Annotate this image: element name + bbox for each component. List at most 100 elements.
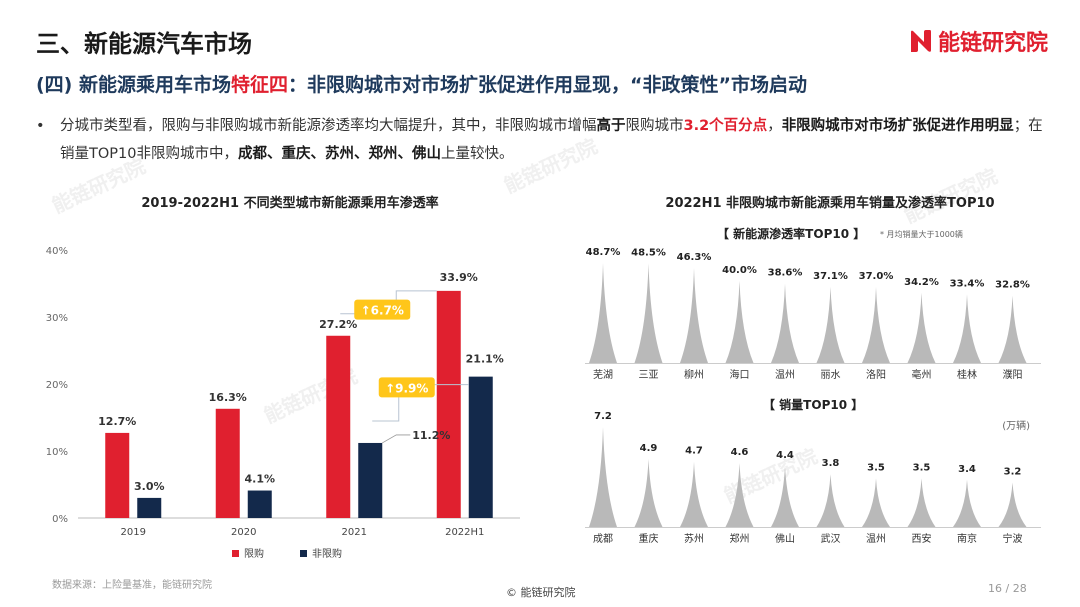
- legend-label: 限购: [244, 547, 264, 560]
- x-tick-label: 2021: [342, 527, 367, 538]
- spike-mark: [589, 263, 617, 363]
- panel-title: 【 销量TOP10 】: [763, 397, 863, 412]
- data-label: 4.4: [776, 450, 794, 461]
- data-label: 4.1%: [244, 473, 275, 486]
- y-tick-label: 30%: [46, 313, 68, 324]
- spike-mark: [998, 482, 1027, 527]
- panel-title: 【 新能源渗透率TOP10 】: [717, 226, 865, 241]
- spike-mark: [634, 263, 663, 363]
- data-label: 3.8: [822, 458, 840, 469]
- spike-mark: [680, 267, 708, 363]
- data-label: 3.5: [913, 462, 931, 473]
- bar-restricted: [215, 408, 240, 518]
- data-label: 4.9: [640, 443, 658, 454]
- city-label: 成都: [593, 533, 613, 545]
- legend-swatch: [300, 550, 307, 557]
- section-title: 三、新能源汽车市场: [36, 30, 252, 58]
- data-label: 12.7%: [98, 415, 136, 428]
- spike-mark: [907, 478, 936, 527]
- city-label: 佛山: [775, 532, 795, 545]
- unit-label: (万辆): [1002, 419, 1030, 432]
- logo-icon: [911, 30, 931, 52]
- data-label: 4.6: [731, 447, 749, 458]
- data-label: 37.1%: [813, 271, 848, 282]
- data-label: 11.2%: [412, 429, 450, 442]
- chart-title: 2019-2022H1 不同类型城市新能源乘用车渗透率: [141, 195, 438, 211]
- bar-unrestricted: [247, 490, 272, 518]
- bullet-text: 上量较快。: [440, 146, 514, 162]
- bar-unrestricted: [358, 442, 383, 518]
- data-label: 37.0%: [859, 271, 894, 282]
- data-label: 3.5: [867, 462, 885, 473]
- data-label: 48.7%: [586, 247, 621, 258]
- leader-line: [382, 434, 411, 444]
- city-label: 亳州: [912, 368, 932, 381]
- increase-badge: [354, 299, 411, 320]
- increase-badge-text: ↑6.7%: [361, 304, 404, 318]
- bullet-highlight: 3.2个百分点: [683, 118, 768, 134]
- data-label: 38.6%: [768, 268, 803, 279]
- bullet-bold: 非限购城市对市场扩张促进作用明显: [781, 118, 1014, 134]
- data-label: 7.2: [594, 411, 612, 422]
- data-label: 34.2%: [904, 277, 939, 288]
- bullet-paragraph: • 分城市类型看，限购与非限购城市新能源渗透率均大幅提升，其中，非限购城市增幅高…: [36, 112, 1056, 168]
- bullet-dot: •: [36, 118, 45, 134]
- chart-title: 2022H1 非限购城市新能源乘用车销量及渗透率TOP10: [665, 195, 994, 211]
- data-label: 21.1%: [466, 353, 504, 366]
- spike-mark: [953, 479, 981, 527]
- x-tick-label: 2020: [231, 527, 256, 538]
- data-label: 48.5%: [631, 247, 666, 258]
- spike-mark: [589, 427, 617, 527]
- city-label: 西安: [912, 532, 932, 545]
- penetration-bar-chart: 2019-2022H1 不同类型城市新能源乘用车渗透率 0% 10% 20% 30% 4…: [46, 195, 520, 560]
- city-label: 海口: [730, 368, 750, 381]
- bullet-text: ，: [767, 118, 782, 134]
- city-label: 武汉: [821, 532, 841, 545]
- spike-mark: [816, 286, 845, 363]
- spike-mark: [725, 463, 754, 527]
- logo-text: 能链研究院: [938, 31, 1049, 56]
- spike-mark: [634, 458, 663, 527]
- city-label: 三亚: [639, 370, 659, 381]
- legend-label: 非限购: [312, 547, 342, 560]
- data-label: 3.4: [958, 464, 976, 475]
- data-label: 46.3%: [677, 252, 712, 263]
- bar-unrestricted: [137, 497, 162, 518]
- subtitle-highlight: 特征四: [230, 74, 288, 96]
- city-label: 南京: [957, 532, 977, 545]
- x-tick-label: 2019: [121, 527, 146, 538]
- increase-badge-text: ↑9.9%: [385, 381, 428, 395]
- spike-mark: [816, 474, 845, 527]
- spike-mark: [862, 478, 890, 527]
- y-tick-label: 10%: [46, 447, 68, 458]
- page-number: 16 / 28: [988, 582, 1027, 595]
- city-label: 濮阳: [1003, 368, 1023, 381]
- source-note: 数据来源：上险量基准，能链研究院: [52, 580, 212, 591]
- panel-note: * 月均销量大于1000辆: [880, 229, 963, 239]
- data-label: 27.2%: [319, 318, 357, 331]
- bullet-text: 分城市类型看，限购与非限购城市新能源渗透率均大幅提升，其中，非限购城市增幅: [60, 118, 597, 134]
- bullet-text: 限购城市: [625, 118, 684, 134]
- data-label: 33.9%: [440, 271, 478, 284]
- city-label: 郑州: [730, 532, 750, 545]
- spike-mark: [771, 283, 799, 363]
- bullet-bold: 成都、重庆、苏州、郑州、佛山: [237, 146, 441, 162]
- bullet-text: ；在销量TOP10非限购城市中，: [60, 118, 1043, 162]
- city-label: 丽水: [821, 369, 841, 381]
- data-label: 33.4%: [950, 278, 985, 289]
- legend-swatch: [232, 550, 239, 557]
- city-label: 温州: [866, 533, 886, 545]
- city-label: 温州: [775, 369, 795, 381]
- data-label: 16.3%: [209, 391, 247, 404]
- bar-restricted: [436, 290, 461, 518]
- data-label: 40.0%: [722, 265, 757, 276]
- logo: 能链研究院: [908, 24, 1048, 58]
- subtitle-part: (四) 新能源乘用车市场: [36, 74, 231, 96]
- bullet-bold: 高于: [596, 118, 626, 134]
- data-label: 3.0%: [134, 480, 165, 493]
- spike-mark: [907, 292, 936, 363]
- y-tick-label: 40%: [46, 246, 68, 257]
- data-label: 3.2: [1004, 467, 1022, 478]
- city-label: 芜湖: [593, 368, 613, 381]
